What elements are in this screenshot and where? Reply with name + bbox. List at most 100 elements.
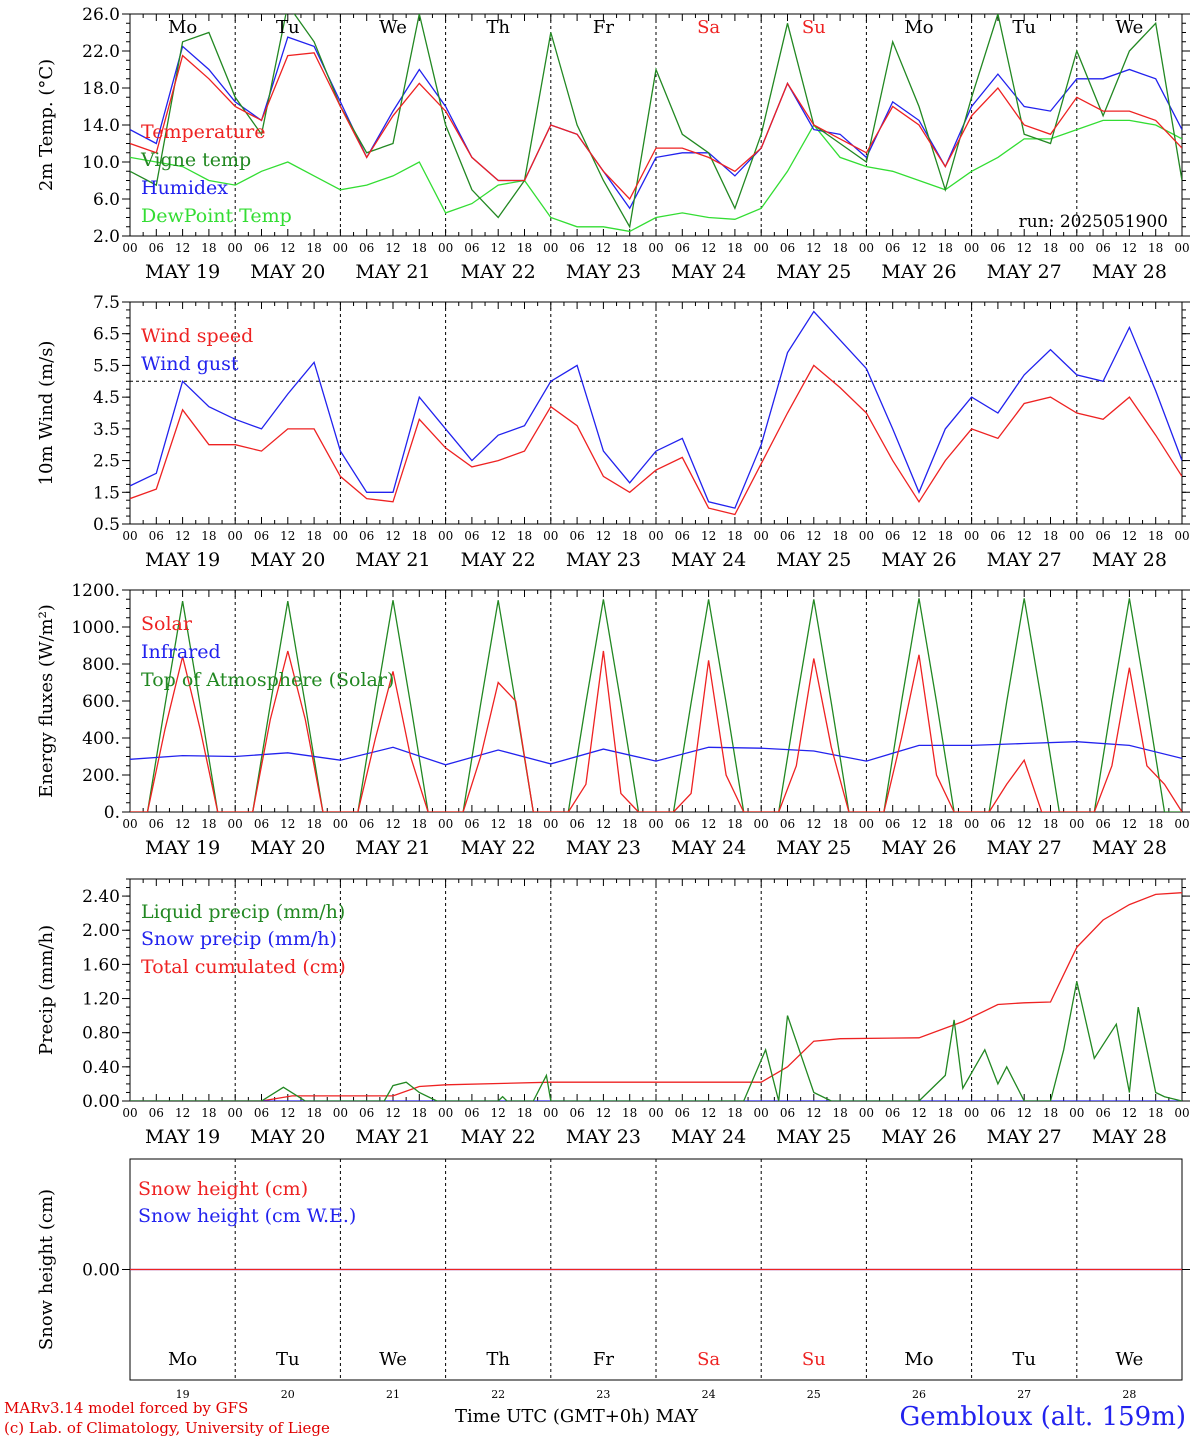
hour-tick-label: 12 bbox=[911, 1106, 926, 1120]
hour-tick-label: 00 bbox=[333, 529, 348, 543]
hour-tick-label: 06 bbox=[569, 529, 584, 543]
y-tick-label: 7.5 bbox=[93, 293, 120, 313]
y-tick-label: 14.0 bbox=[82, 116, 120, 136]
hour-tick-label: 18 bbox=[1043, 1106, 1058, 1120]
hour-tick-label: 06 bbox=[885, 529, 900, 543]
hour-tick-label: 18 bbox=[938, 1106, 953, 1120]
hour-tick-label: 18 bbox=[1148, 1106, 1163, 1120]
y-axis-label: 2m Temp. (°C) bbox=[36, 59, 57, 191]
day-number: 21 bbox=[386, 1388, 400, 1401]
legend-entry: Vigne temp bbox=[140, 149, 251, 171]
date-label: MAY 20 bbox=[250, 261, 325, 283]
hour-tick-label: 00 bbox=[754, 529, 769, 543]
hour-tick-label: 18 bbox=[412, 529, 427, 543]
panel-1: 00 06 12 18 00 06 12 18 00 06 12 18 00 06 12 18 00 06 12 18… bbox=[36, 5, 1190, 283]
date-label: MAY 27 bbox=[987, 549, 1062, 571]
date-label: MAY 24 bbox=[671, 549, 746, 571]
hour-tick-label: 06 bbox=[990, 1106, 1005, 1120]
day-number: 26 bbox=[912, 1388, 926, 1401]
hour-tick-label: 06 bbox=[990, 241, 1005, 255]
hour-tick-label: 06 bbox=[149, 1106, 164, 1120]
hour-tick-label: 18 bbox=[622, 1106, 637, 1120]
hour-tick-label: 00 bbox=[648, 529, 663, 543]
weekday-label: Th bbox=[486, 1349, 510, 1370]
y-tick-label: 0.00 bbox=[82, 1092, 120, 1112]
hour-tick-label: 18 bbox=[1043, 817, 1058, 831]
series-infrared-line bbox=[130, 741, 1182, 766]
hour-tick-label: 12 bbox=[806, 529, 821, 543]
legend-entry: Total cumulated (cm) bbox=[141, 956, 346, 978]
date-label: MAY 21 bbox=[355, 837, 430, 859]
weekday-label: Tu bbox=[1012, 1349, 1036, 1370]
weekday-label: Mo bbox=[168, 17, 197, 38]
hour-tick-label: 06 bbox=[464, 817, 479, 831]
hour-tick-label: 12 bbox=[1122, 817, 1137, 831]
y-tick-label: 0.00 bbox=[82, 1261, 120, 1281]
hour-tick-label: 18 bbox=[1043, 241, 1058, 255]
legend-entry: DewPoint Temp bbox=[141, 205, 292, 227]
series-total-cumulated-cm-line bbox=[130, 892, 1182, 1101]
hour-tick-label: 00 bbox=[754, 241, 769, 255]
date-label: MAY 27 bbox=[987, 1126, 1062, 1148]
weekday-label: Su bbox=[802, 1349, 826, 1370]
hour-tick-label: 06 bbox=[359, 1106, 374, 1120]
hour-tick-label: 00 bbox=[754, 817, 769, 831]
date-label: MAY 22 bbox=[461, 837, 536, 859]
y-tick-label: 0.80 bbox=[82, 1024, 120, 1044]
hour-tick-label: 00 bbox=[1069, 1106, 1084, 1120]
date-label: MAY 20 bbox=[250, 1126, 325, 1148]
hour-tick-label: 18 bbox=[201, 1106, 216, 1120]
legend-entry: Top of Atmosphere (Solar) bbox=[141, 669, 394, 691]
hour-tick-label: 00 bbox=[1174, 1106, 1189, 1120]
hour-tick-label: 06 bbox=[675, 241, 690, 255]
y-tick-label: 3.5 bbox=[93, 420, 120, 440]
hour-tick-label: 06 bbox=[780, 241, 795, 255]
hour-tick-label: 00 bbox=[543, 1106, 558, 1120]
hour-tick-label: 00 bbox=[1174, 817, 1189, 831]
weekday-label: Mo bbox=[904, 17, 933, 38]
legend-entry: Solar bbox=[141, 613, 193, 635]
hour-tick-label: 12 bbox=[701, 1106, 716, 1120]
hour-tick-label: 18 bbox=[201, 529, 216, 543]
hour-tick-label: 18 bbox=[938, 241, 953, 255]
hour-tick-label: 18 bbox=[201, 241, 216, 255]
y-axis-label: Energy fluxes (W/m²) bbox=[36, 604, 57, 798]
y-tick-label: 2.40 bbox=[82, 887, 120, 907]
y-tick-label: 22.0 bbox=[82, 42, 120, 62]
hour-tick-label: 18 bbox=[938, 817, 953, 831]
date-label: MAY 20 bbox=[250, 549, 325, 571]
hour-tick-label: 06 bbox=[254, 241, 269, 255]
hour-tick-label: 00 bbox=[543, 817, 558, 831]
hour-tick-label: 00 bbox=[228, 1106, 243, 1120]
hour-tick-label: 12 bbox=[806, 817, 821, 831]
legend-entry: Snow height (cm W.E.) bbox=[138, 1205, 356, 1227]
legend-entry: Wind gust bbox=[141, 353, 239, 375]
legend-entry: Snow height (cm) bbox=[138, 1178, 308, 1200]
day-number: 22 bbox=[491, 1388, 505, 1401]
weekday-label: Sa bbox=[697, 17, 720, 38]
date-label: MAY 23 bbox=[566, 1126, 641, 1148]
date-label: MAY 27 bbox=[987, 261, 1062, 283]
hour-tick-label: 18 bbox=[306, 241, 321, 255]
legend-entry: Wind speed bbox=[141, 325, 253, 347]
hour-tick-label: 06 bbox=[464, 1106, 479, 1120]
y-tick-label: 600. bbox=[82, 692, 120, 712]
date-label: MAY 24 bbox=[671, 1126, 746, 1148]
hour-tick-label: 18 bbox=[938, 529, 953, 543]
hour-tick-label: 12 bbox=[280, 817, 295, 831]
y-tick-label: 5.5 bbox=[93, 356, 120, 376]
hour-tick-label: 12 bbox=[491, 241, 506, 255]
series-top-of-atmosphere-solar-line bbox=[130, 598, 1182, 812]
hour-tick-label: 12 bbox=[491, 529, 506, 543]
hour-tick-label: 12 bbox=[491, 1106, 506, 1120]
hour-tick-label: 00 bbox=[859, 241, 874, 255]
weekday-label: Fr bbox=[593, 17, 614, 38]
hour-tick-label: 18 bbox=[306, 1106, 321, 1120]
hour-tick-label: 00 bbox=[333, 1106, 348, 1120]
hour-tick-label: 12 bbox=[596, 817, 611, 831]
y-tick-label: 10.0 bbox=[82, 153, 120, 173]
date-label: MAY 19 bbox=[145, 549, 220, 571]
hour-tick-label: 06 bbox=[675, 1106, 690, 1120]
hour-tick-label: 06 bbox=[569, 1106, 584, 1120]
hour-tick-label: 00 bbox=[228, 817, 243, 831]
